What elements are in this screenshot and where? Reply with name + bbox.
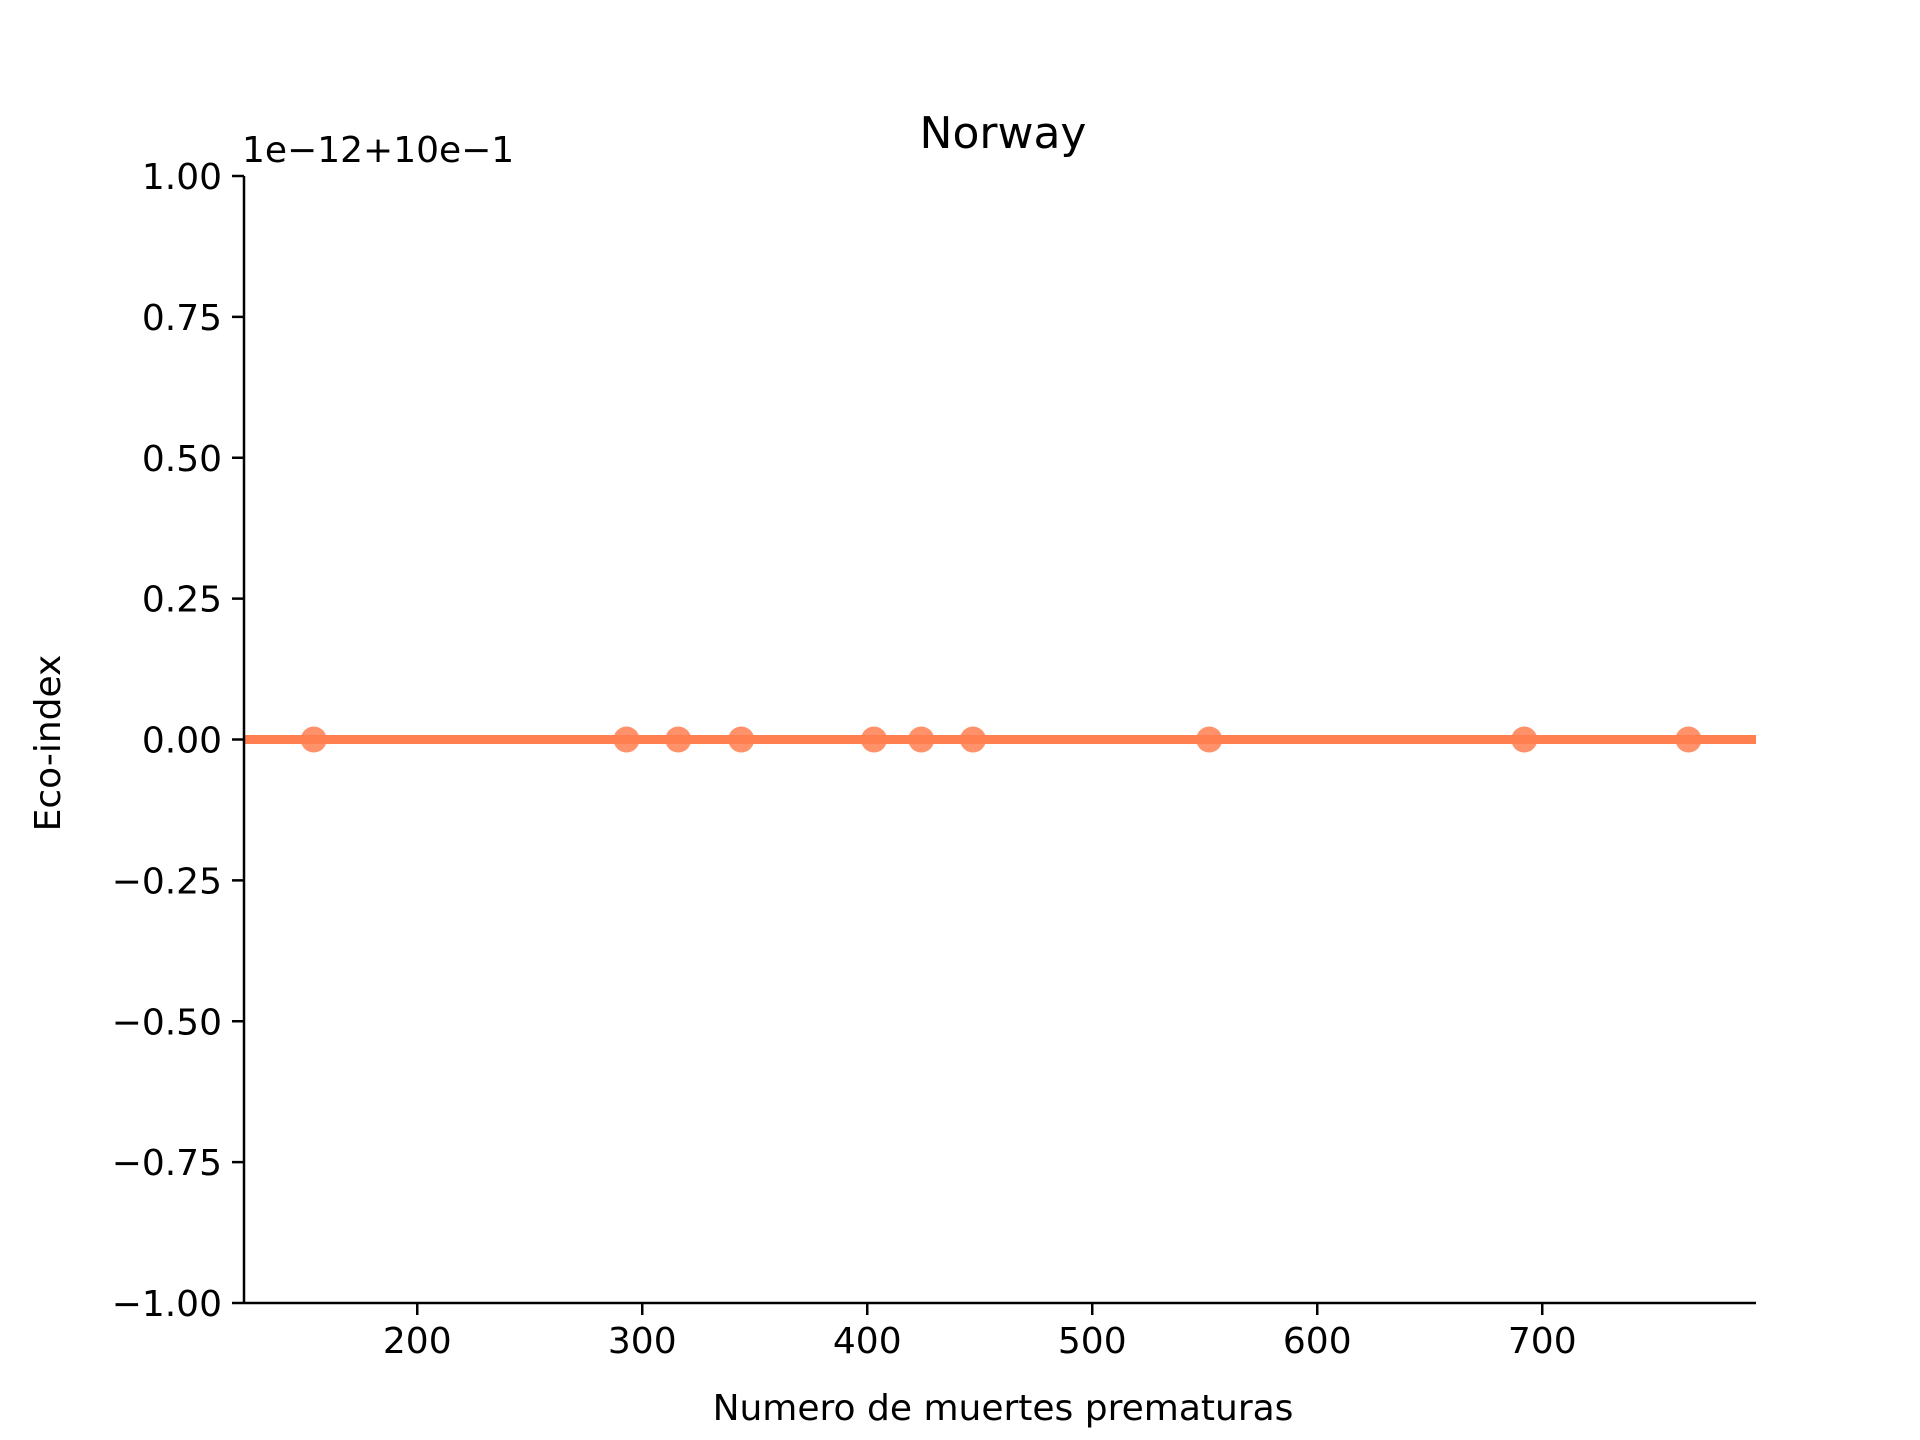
y-tick-label: 0.75 [142,298,222,339]
y-tick-label: −0.50 [112,1002,222,1043]
y-tick-label: 0.00 [142,721,222,762]
x-tick-label: 600 [1283,1321,1352,1362]
y-tick-label: −0.25 [112,861,222,902]
chart-title: Norway [920,108,1087,159]
x-tick-label: 700 [1508,1321,1577,1362]
y-tick-label: −1.00 [112,1284,222,1325]
y-axis-label: Eco-index [28,655,69,832]
data-point [861,726,887,753]
y-tick-label: 0.25 [142,580,222,621]
data-point [1196,726,1223,753]
x-axis-ticks: 200 300 400 500 600 700 [383,1303,1577,1362]
x-tick-label: 300 [608,1321,677,1362]
y-axis-ticks: 1.00 0.75 0.50 0.25 0.00 −0.25 −0.50 −0.75 −1.00 [112,157,244,1325]
plot-area [244,726,1756,753]
x-axis-label: Numero de muertes prematuras [713,1388,1294,1429]
data-point [728,726,755,753]
y-tick-label: −0.75 [112,1143,222,1184]
data-point [665,726,692,753]
y-tick-label: 0.50 [142,439,222,480]
x-tick-label: 400 [833,1321,902,1362]
x-tick-label: 200 [383,1321,452,1362]
data-point [613,726,640,753]
data-point [300,726,327,753]
data-point [908,726,935,753]
y-tick-label: 1.00 [142,157,222,198]
data-point [1511,726,1538,753]
data-point [1675,726,1702,753]
y-offset-label: 1e−12+10e−1 [242,130,514,171]
x-tick-label: 500 [1058,1321,1127,1362]
data-point [960,726,986,753]
